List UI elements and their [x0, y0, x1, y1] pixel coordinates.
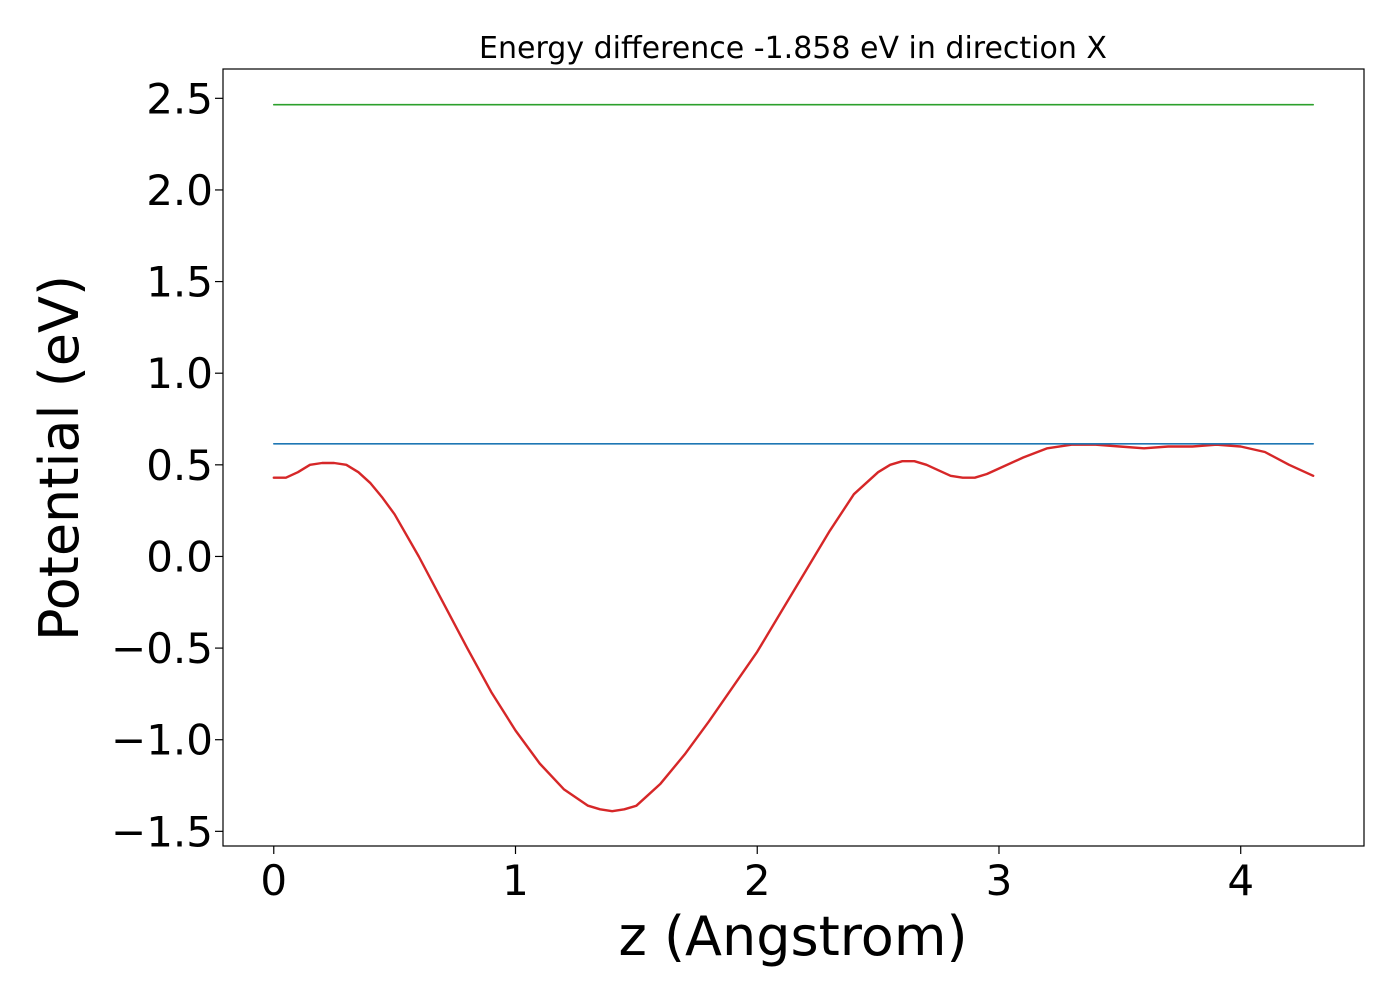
- y-tick-label-2: −0.5: [111, 624, 213, 673]
- x-tick-label-3: 3: [986, 856, 1013, 905]
- x-axis-label: z (Angstrom): [618, 905, 967, 968]
- y-tick-label-5: 1.0: [146, 349, 213, 398]
- plot-area: 0 1 2 3 4 −1.5 −1.0 −0.5 0.0 0.5 1.0 1.5 2.0 2.5: [111, 68, 1365, 905]
- chart-title: Energy difference -1.858 eV in direction…: [479, 31, 1107, 66]
- series-line-0: [272, 443, 1315, 813]
- x-tick-label-1: 1: [502, 856, 529, 905]
- y-axis-label: Potential (eV): [28, 275, 91, 641]
- plot-frame: [222, 68, 1365, 847]
- y-tick-label-4: 0.5: [146, 441, 213, 490]
- y-tick-label-8: 2.5: [146, 74, 213, 123]
- x-tick-label-0: 0: [260, 856, 287, 905]
- y-tick-label-1: −1.0: [111, 716, 213, 765]
- y-tick-label-0: −1.5: [111, 807, 213, 856]
- y-tick-label-7: 2.0: [146, 166, 213, 215]
- y-tick-label-6: 1.5: [146, 258, 213, 307]
- x-tick-label-4: 4: [1227, 856, 1254, 905]
- y-tick-label-3: 0.0: [146, 532, 213, 581]
- x-tick-label-2: 2: [744, 856, 771, 905]
